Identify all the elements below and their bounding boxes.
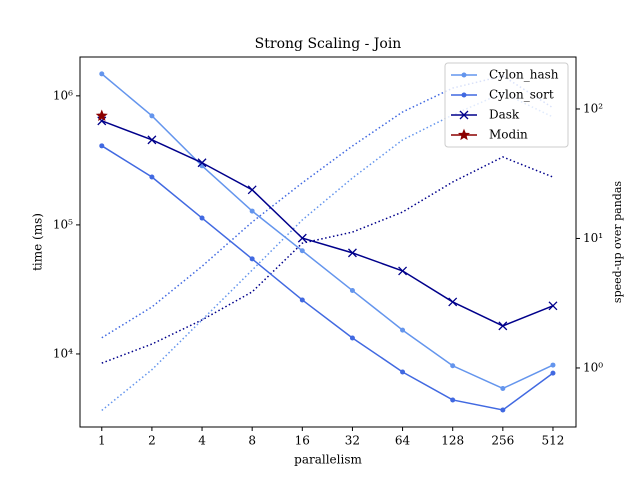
marker xyxy=(147,135,157,145)
legend-box xyxy=(444,62,569,148)
x-tick-label: 4 xyxy=(198,434,206,448)
marker xyxy=(550,362,556,368)
marker xyxy=(247,185,257,195)
marker xyxy=(461,72,467,78)
marker xyxy=(197,158,207,168)
marker xyxy=(400,327,406,333)
x-tick-label: 512 xyxy=(542,434,565,448)
marker xyxy=(500,407,506,413)
marker xyxy=(461,92,467,98)
y2-tick-label: 10¹ xyxy=(583,231,603,245)
series-line xyxy=(101,73,554,390)
y2-axis-label: speed-up over pandas xyxy=(611,181,624,303)
marker xyxy=(400,369,406,375)
marker xyxy=(199,215,205,221)
marker xyxy=(299,248,305,254)
marker xyxy=(457,128,471,141)
marker xyxy=(249,256,255,262)
marker xyxy=(459,110,469,120)
marker xyxy=(548,301,558,311)
series-line xyxy=(101,145,554,411)
x-tick-label: 32 xyxy=(345,434,360,448)
marker xyxy=(149,174,155,180)
marker xyxy=(99,71,105,77)
marker xyxy=(448,297,458,307)
x-tick-label: 1 xyxy=(98,434,106,448)
x-tick-label: 8 xyxy=(248,434,256,448)
speedup-line xyxy=(101,156,554,364)
y-tick-label: 10⁴ xyxy=(53,346,73,360)
plot-frame xyxy=(79,56,577,428)
y-axis-label: time (ms) xyxy=(31,213,45,271)
marker xyxy=(149,113,155,119)
x-tick-label: 64 xyxy=(395,434,411,448)
marker xyxy=(398,266,408,276)
marker xyxy=(498,321,508,331)
marker xyxy=(297,233,307,243)
chart-title: Strong Scaling - Join xyxy=(255,36,402,52)
legend-label: Cylon_hash xyxy=(489,68,559,82)
marker xyxy=(500,385,506,391)
marker xyxy=(349,335,355,341)
x-tick-label: 256 xyxy=(491,434,514,448)
y2-tick-label: 10² xyxy=(583,101,603,115)
legend-label: Modin xyxy=(489,128,528,142)
marker xyxy=(347,248,357,258)
y-tick-label: 10⁵ xyxy=(53,217,73,231)
legend-label: Dask xyxy=(489,108,520,122)
y2-tick-label: 10⁰ xyxy=(583,360,603,374)
x-tick-label: 128 xyxy=(441,434,464,448)
marker xyxy=(99,143,105,149)
marker xyxy=(450,363,456,369)
marker xyxy=(249,208,255,214)
marker xyxy=(450,397,456,403)
legend-label: Cylon_sort xyxy=(489,88,554,102)
marker xyxy=(299,297,305,303)
marker xyxy=(550,370,556,376)
speedup-line xyxy=(101,75,554,339)
series-line xyxy=(101,120,554,327)
x-axis-label: parallelism xyxy=(294,453,362,467)
x-tick-label: 16 xyxy=(295,434,310,448)
marker xyxy=(95,109,108,121)
y-tick-label: 10⁶ xyxy=(53,88,73,102)
x-tick-label: 2 xyxy=(148,434,156,448)
marker xyxy=(349,288,355,294)
